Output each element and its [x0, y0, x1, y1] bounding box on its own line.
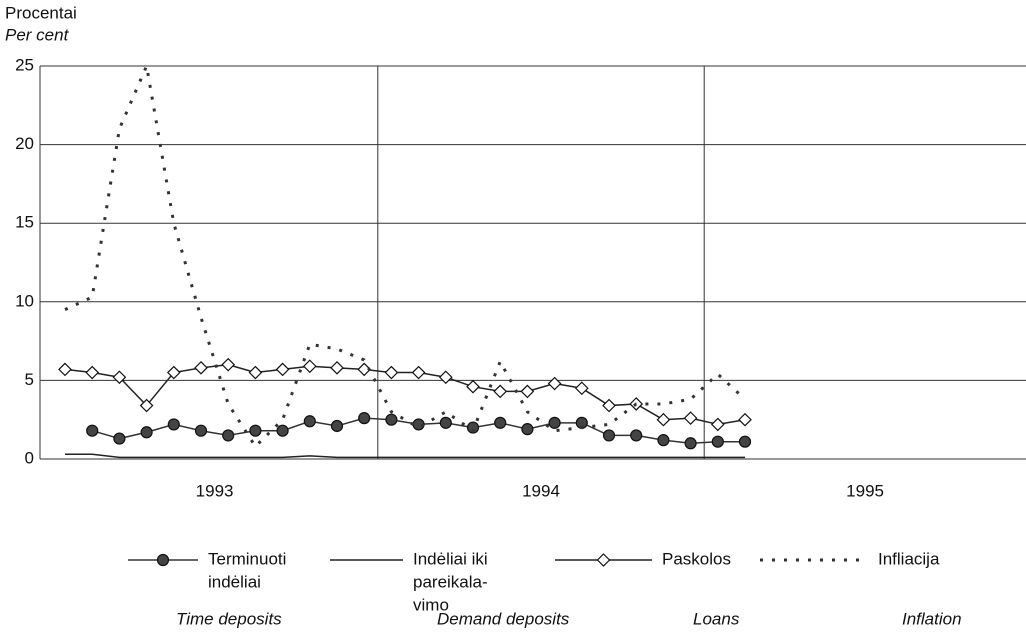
point	[139, 398, 154, 413]
series-line	[64, 60, 747, 449]
point	[466, 421, 480, 434]
point	[166, 365, 181, 380]
legend-label: Paskolos	[662, 549, 731, 568]
point	[711, 435, 724, 448]
y-tick-label: 20	[15, 134, 34, 153]
point	[548, 416, 561, 429]
point	[596, 553, 611, 567]
point	[275, 362, 290, 377]
legend-label: Infliacija	[878, 549, 940, 568]
point	[656, 412, 671, 427]
point	[385, 413, 398, 426]
point	[156, 553, 170, 567]
legend-label: Terminuoti	[208, 549, 286, 568]
point	[112, 370, 127, 385]
point	[494, 416, 507, 429]
legend-label: vimo	[413, 595, 449, 614]
point	[248, 365, 263, 380]
point	[330, 360, 344, 375]
point	[520, 384, 535, 399]
point	[684, 437, 697, 450]
point	[438, 370, 453, 385]
point	[303, 415, 316, 428]
legend-label-en: Demand deposits	[437, 609, 570, 628]
legend-label: Indėliai iki	[413, 549, 488, 568]
y-tick-label: 0	[25, 448, 34, 467]
y-tick-label: 15	[15, 213, 34, 232]
point	[521, 423, 534, 436]
point	[302, 359, 317, 374]
point	[85, 365, 100, 380]
point	[738, 412, 752, 427]
point	[738, 435, 752, 448]
point	[221, 357, 236, 372]
legend-label-en: Time deposits	[176, 609, 282, 628]
point	[222, 429, 235, 442]
point	[683, 411, 698, 425]
point	[86, 424, 99, 437]
point	[140, 426, 153, 439]
point	[439, 416, 452, 429]
point	[574, 381, 589, 396]
legend-label: pareikala-	[413, 572, 488, 591]
point	[276, 424, 289, 437]
point	[466, 379, 480, 394]
y-tick-label: 10	[15, 291, 34, 310]
point	[194, 360, 208, 375]
point	[357, 362, 372, 377]
point	[167, 418, 180, 431]
y-tick-label: 5	[25, 370, 34, 389]
x-tick-label: 1993	[196, 481, 234, 500]
legend-label-en: Loans	[693, 609, 740, 628]
point	[411, 365, 426, 380]
point	[630, 429, 643, 442]
point	[249, 424, 262, 437]
y-title: Procentai	[5, 3, 77, 22]
point	[657, 434, 670, 447]
point	[330, 419, 344, 433]
point	[358, 412, 371, 425]
series-line	[65, 453, 745, 459]
point	[547, 376, 562, 391]
point	[384, 365, 399, 380]
point	[602, 398, 616, 413]
x-tick-label: 1995	[846, 481, 884, 500]
point	[194, 424, 208, 437]
point	[493, 384, 508, 399]
series-line	[64, 363, 746, 426]
y-tick-label: 25	[15, 55, 34, 74]
y-title-en: Per cent	[5, 25, 70, 44]
point	[602, 429, 616, 442]
legend-label: indėliai	[208, 572, 261, 591]
point	[710, 417, 725, 432]
x-tick-label: 1994	[522, 481, 560, 500]
point	[58, 362, 72, 377]
legend-label-en: Inflation	[902, 609, 962, 628]
point	[113, 432, 126, 445]
